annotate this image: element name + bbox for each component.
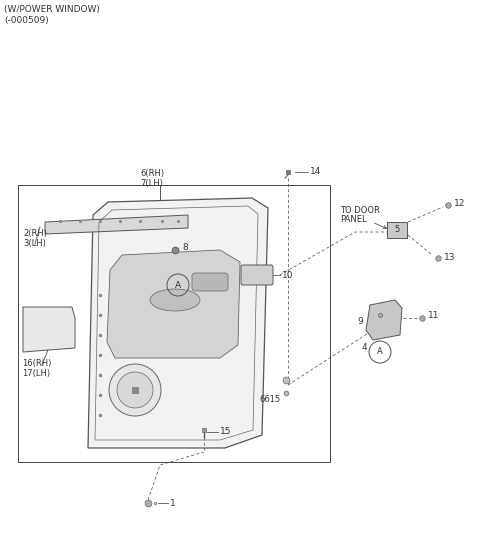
Polygon shape (107, 250, 240, 358)
Text: 7(LH): 7(LH) (141, 179, 163, 188)
Text: 3(LH): 3(LH) (23, 239, 46, 248)
Text: 5: 5 (395, 225, 400, 234)
Text: 10: 10 (282, 271, 293, 280)
FancyBboxPatch shape (192, 273, 228, 291)
Text: 9: 9 (357, 317, 363, 327)
Text: 14: 14 (310, 168, 322, 176)
Text: 11: 11 (428, 312, 440, 321)
Circle shape (109, 364, 161, 416)
FancyBboxPatch shape (241, 265, 273, 285)
Text: A: A (175, 280, 181, 289)
Text: 8: 8 (182, 244, 188, 252)
Text: 13: 13 (444, 253, 456, 262)
Ellipse shape (150, 289, 200, 311)
Text: 6615: 6615 (259, 395, 281, 404)
Text: 16(RH): 16(RH) (22, 359, 51, 368)
Text: 1: 1 (170, 499, 176, 508)
Text: A: A (377, 348, 383, 356)
Text: (W/POWER WINDOW): (W/POWER WINDOW) (4, 5, 100, 14)
Text: TO DOOR: TO DOOR (340, 206, 380, 215)
Text: 6(RH): 6(RH) (140, 169, 164, 178)
FancyBboxPatch shape (387, 222, 407, 238)
Text: 4: 4 (362, 343, 368, 353)
Text: 2(RH): 2(RH) (23, 229, 47, 238)
Text: 15: 15 (220, 426, 231, 436)
Circle shape (117, 372, 153, 408)
Polygon shape (45, 215, 188, 234)
Text: (-000509): (-000509) (4, 16, 49, 25)
Polygon shape (23, 307, 75, 352)
Text: PANEL: PANEL (340, 215, 367, 224)
Polygon shape (366, 300, 402, 340)
Bar (18, 185, 330, 462)
Text: 12: 12 (454, 199, 466, 209)
Polygon shape (88, 198, 268, 448)
Text: 17(LH): 17(LH) (22, 369, 50, 378)
